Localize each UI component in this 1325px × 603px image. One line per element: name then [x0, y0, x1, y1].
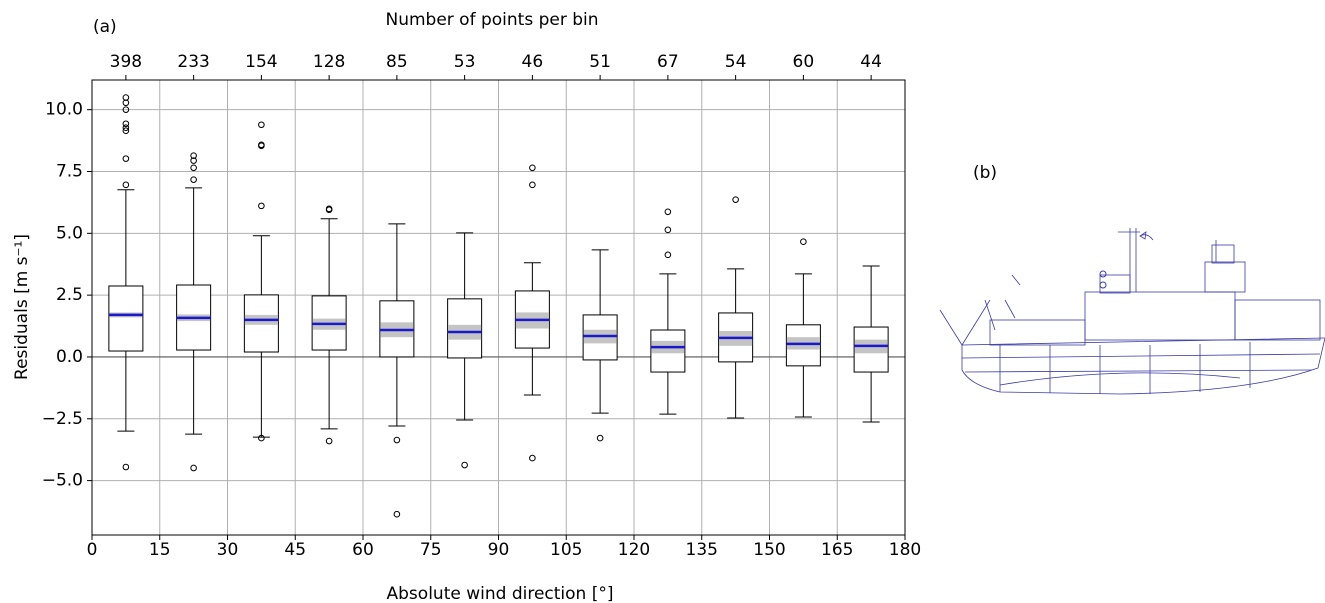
outlier — [258, 434, 265, 442]
x-tick-label: 15 — [149, 540, 171, 560]
outlier — [800, 238, 807, 246]
top-tick-label: 398 — [110, 52, 142, 72]
outlier — [596, 434, 604, 442]
y-tick-label: 2.5 — [56, 285, 83, 305]
y-tick-label: 10.0 — [45, 100, 83, 120]
outlier — [529, 164, 536, 172]
outlier — [664, 226, 672, 234]
y-tick-label: −2.5 — [42, 409, 83, 429]
x-tick-label: 120 — [618, 540, 650, 560]
y-tick-label: 0.0 — [56, 347, 83, 367]
outlier — [122, 155, 130, 162]
top-tick-label: 46 — [522, 52, 544, 72]
x-tick-label: 30 — [217, 540, 239, 560]
outlier — [122, 106, 130, 113]
top-tick-label: 60 — [793, 52, 815, 72]
outlier — [122, 181, 130, 189]
x-tick-label: 180 — [889, 540, 921, 560]
x-tick-label: 165 — [821, 540, 853, 560]
panel-label: (b) — [973, 163, 997, 183]
outlier — [258, 121, 265, 129]
x-tick-label: 75 — [420, 540, 442, 560]
y-tick-label: 5.0 — [56, 223, 83, 243]
outlier — [393, 436, 401, 444]
outlier — [122, 99, 130, 107]
outlier — [190, 157, 197, 164]
outlier — [190, 164, 197, 172]
outlier — [664, 251, 672, 259]
outlier — [122, 127, 130, 134]
outlier — [190, 152, 197, 159]
outlier — [325, 206, 333, 214]
ship-drawing — [939, 228, 1325, 395]
top-tick-label: 54 — [725, 52, 747, 72]
box — [108, 285, 144, 352]
y-tick-label: 7.5 — [56, 161, 83, 181]
outlier — [325, 437, 333, 445]
x-tick-label: 135 — [686, 540, 718, 560]
top-tick-label: 85 — [386, 52, 408, 72]
outlier — [122, 124, 130, 132]
top-tick-label: 53 — [454, 52, 476, 72]
x-axis-label: Absolute wind direction [°] — [387, 584, 614, 603]
outlier — [664, 208, 672, 216]
y-tick-label: −5.0 — [42, 471, 83, 491]
x-tick-label: 90 — [488, 540, 510, 560]
outlier — [190, 176, 197, 183]
outlier — [122, 463, 130, 471]
top-tick-label: 67 — [657, 52, 679, 72]
outlier — [258, 142, 265, 150]
x-tick-label: 45 — [284, 540, 306, 560]
top-tick-label: 154 — [245, 52, 277, 72]
outlier — [122, 120, 130, 128]
x-tick-label: 60 — [352, 540, 374, 560]
y-axis-label: Residuals [m s⁻¹] — [12, 234, 32, 380]
plot-frame — [91, 79, 906, 536]
x-tick-label: 0 — [87, 540, 98, 560]
outlier — [529, 454, 536, 462]
top-tick-label: 51 — [589, 52, 611, 72]
top-tick-label: 128 — [313, 52, 345, 72]
x-tick-label: 105 — [550, 540, 582, 560]
outlier — [393, 510, 401, 518]
top-axis-label: Number of points per bin — [385, 10, 598, 30]
top-tick-label: 233 — [177, 52, 209, 72]
outlier — [732, 196, 739, 203]
outlier — [190, 464, 197, 472]
top-tick-label: 44 — [860, 52, 882, 72]
outlier — [461, 461, 468, 469]
x-tick-label: 150 — [753, 540, 785, 560]
panel-label: (a) — [93, 17, 117, 37]
outlier — [529, 181, 536, 189]
outlier — [258, 202, 265, 210]
